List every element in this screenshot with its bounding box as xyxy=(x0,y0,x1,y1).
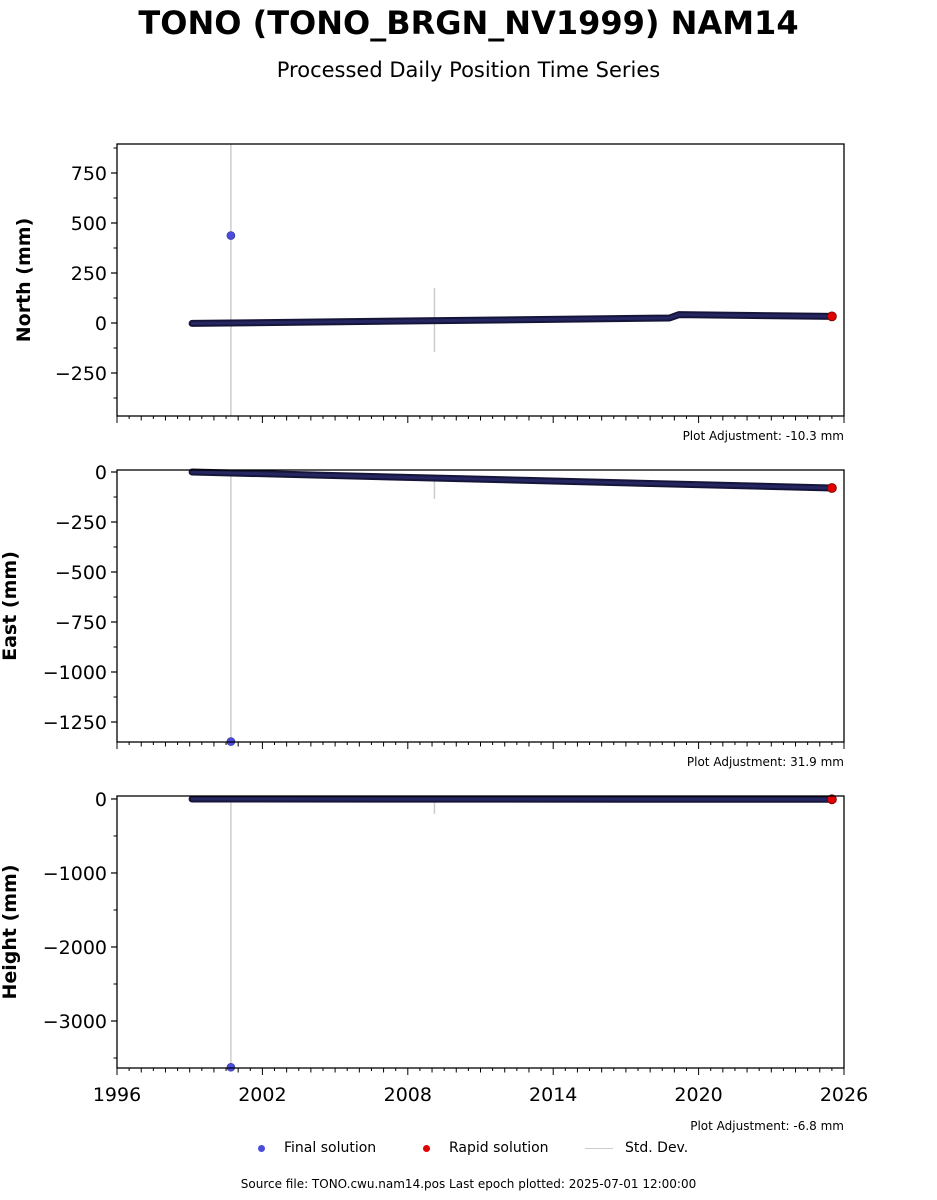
legend-final-label: Final solution xyxy=(284,1140,377,1156)
panel-2-ytick-label-6: −1250 xyxy=(43,712,107,734)
chart-title: TONO (TONO_BRGN_NV1999) NAM14 xyxy=(138,4,799,42)
legend-rapid: Rapid solution xyxy=(423,1138,549,1158)
panel-2-ytick-label-3: −500 xyxy=(55,562,107,584)
legend-std: Std. Dev. xyxy=(585,1138,688,1158)
xtick-label-5: 2020 xyxy=(674,1084,722,1106)
legend-rapid-label: Rapid solution xyxy=(449,1140,549,1156)
panel-3-ytick-label-3: −2000 xyxy=(43,937,107,959)
xtick-label-1: 1996 xyxy=(93,1084,141,1106)
panel-2-ytick-label-5: −1000 xyxy=(43,662,107,684)
panel-2-ytick-label-2: −250 xyxy=(55,512,107,534)
panel-2-ylabel: East (mm) xyxy=(0,551,21,661)
std-line-icon xyxy=(585,1147,613,1149)
panel-1-outlier-point-1 xyxy=(226,231,236,240)
legend: Final solution Rapid solution Std. Dev. xyxy=(0,1138,937,1158)
source-note: Source file: TONO.cwu.nam14.pos Last epo… xyxy=(240,1177,697,1191)
panel-3-axes-frame xyxy=(116,795,845,1069)
xtick-label-3: 2008 xyxy=(384,1084,432,1106)
panel-3-rapid-point xyxy=(826,794,837,805)
panel-1-axes-frame xyxy=(116,143,845,417)
final-marker-icon xyxy=(258,1144,265,1152)
xtick-label-4: 2014 xyxy=(529,1084,577,1106)
panel-1-final-series-core xyxy=(190,313,834,325)
panel-3-ytick-label-4: −3000 xyxy=(43,1011,107,1033)
panel-3-outlier-point-1 xyxy=(226,1062,236,1072)
panel-1-ytick-label-4: 0 xyxy=(95,313,107,335)
panel-1-adjustment-note: Plot Adjustment: -10.3 mm xyxy=(683,429,844,443)
panel-1-ylabel: North (mm) xyxy=(13,218,35,343)
panel-3-ylabel: Height (mm) xyxy=(0,864,21,999)
chart-subtitle: Processed Daily Position Time Series xyxy=(276,58,661,82)
panel-1-rapid-point xyxy=(826,311,837,322)
panel-3-ytick-label-2: −1000 xyxy=(43,863,107,885)
panel-2-ytick-label-1: 0 xyxy=(95,462,107,484)
panel-1-ytick-label-1: 750 xyxy=(71,163,107,185)
panel-1-ytick-label-3: 250 xyxy=(71,263,107,285)
panel-3-ytick-label-1: 0 xyxy=(95,789,107,811)
legend-final: Final solution xyxy=(258,1138,376,1158)
panel-2-rapid-point xyxy=(826,483,837,493)
panel-1-ytick-label-5: −250 xyxy=(55,363,107,385)
legend-std-label: Std. Dev. xyxy=(625,1140,689,1156)
panel-3-adjustment-note: Plot Adjustment: -6.8 mm xyxy=(690,1119,844,1133)
panel-2-adjustment-note: Plot Adjustment: 31.9 mm xyxy=(687,755,844,769)
panel-2-axes-frame xyxy=(116,469,845,743)
panel-2-ytick-label-4: −750 xyxy=(55,612,107,634)
panel-2-final-series-core xyxy=(190,470,834,490)
xtick-label-2: 2002 xyxy=(238,1084,286,1106)
panel-1-ytick-label-2: 500 xyxy=(71,213,107,235)
xtick-label-6: 2026 xyxy=(820,1084,868,1106)
rapid-marker-icon xyxy=(423,1144,430,1152)
